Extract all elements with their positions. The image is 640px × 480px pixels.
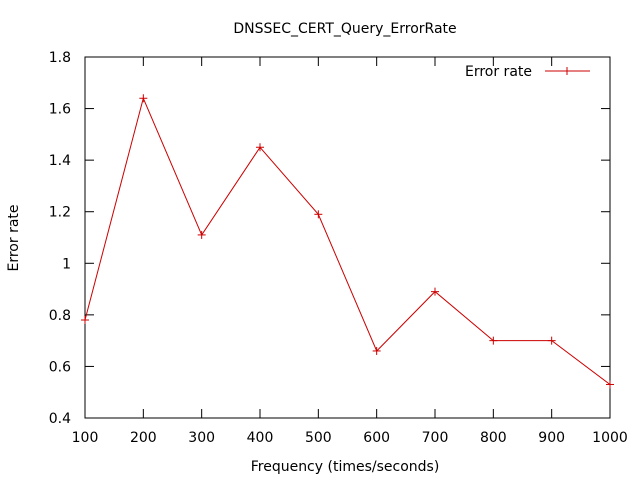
y-tick-label: 0.8	[49, 308, 71, 324]
y-tick-label: 1.4	[49, 153, 71, 169]
data-point-marker	[547, 336, 556, 345]
x-tick-label: 400	[247, 430, 274, 446]
series-layer	[81, 94, 614, 389]
x-tick-label: 500	[305, 430, 332, 446]
data-point-marker	[197, 230, 206, 239]
y-tick-label: 0.6	[49, 359, 71, 375]
legend-marker-sample	[563, 67, 571, 75]
y-tick-label: 1.6	[49, 102, 71, 118]
y-axis: 0.4 0.6 0.8 1 1.2 1.4 1.6 1.8	[49, 50, 610, 427]
y-tick-label: 0.4	[49, 411, 71, 427]
y-tick-label: 1	[62, 256, 71, 272]
data-point-marker	[314, 210, 323, 219]
series-line-error-rate	[84, 96, 611, 385]
data-point-marker	[256, 143, 264, 152]
y-axis-label: Error rate	[6, 204, 22, 271]
x-tick-label: 600	[363, 430, 390, 446]
legend: Error rate	[465, 64, 590, 80]
x-tick-label: 900	[538, 430, 565, 446]
x-tick-label: 1000	[592, 430, 628, 446]
chart-title: DNSSEC_CERT_Query_ErrorRate	[233, 21, 456, 37]
data-point-marker	[489, 336, 498, 345]
data-point-marker	[372, 346, 381, 355]
legend-label-error-rate: Error rate	[465, 64, 532, 80]
x-tick-label: 300	[188, 430, 215, 446]
data-point-marker	[431, 287, 439, 296]
y-tick-label: 1.8	[49, 50, 71, 66]
x-tick-label: 700	[422, 430, 449, 446]
data-point-marker	[606, 380, 614, 389]
x-tick-label: 200	[130, 430, 157, 446]
y-tick-label: 1.2	[49, 205, 71, 221]
data-point-marker	[81, 316, 89, 325]
x-tick-label: 800	[480, 430, 507, 446]
data-point-marker	[139, 94, 148, 103]
plot-area-frame	[84, 56, 611, 419]
x-tick-label: 100	[72, 430, 99, 446]
x-axis: 100 200 300 400 500 600 700 800 900 1000	[72, 57, 628, 446]
x-axis-label: Frequency (times/seconds)	[251, 459, 440, 475]
